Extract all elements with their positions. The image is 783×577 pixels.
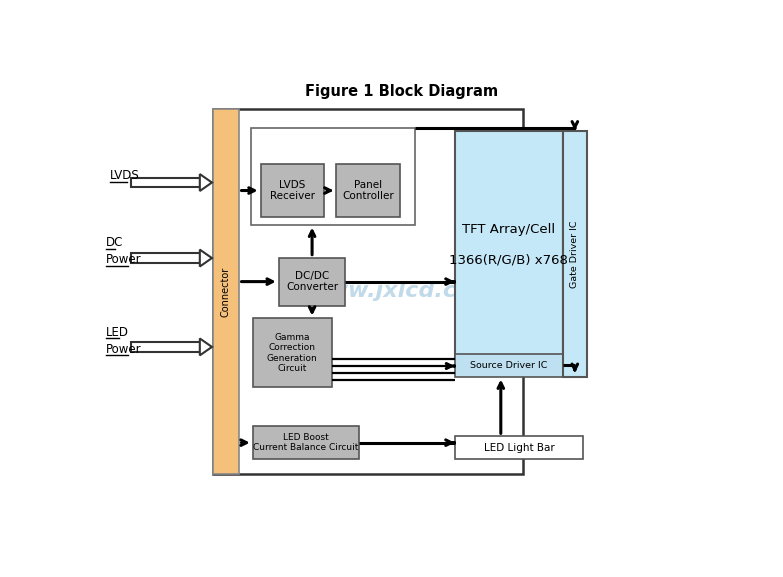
Text: LED: LED [106, 326, 129, 339]
FancyBboxPatch shape [132, 178, 200, 188]
Text: LED Light Bar: LED Light Bar [484, 443, 554, 453]
Text: DC: DC [106, 236, 124, 249]
Text: LVDS: LVDS [110, 170, 139, 182]
FancyBboxPatch shape [132, 253, 200, 263]
Text: LVDS
Receiver: LVDS Receiver [270, 179, 315, 201]
FancyBboxPatch shape [132, 342, 200, 352]
FancyBboxPatch shape [253, 319, 331, 387]
Text: Source Driver IC: Source Driver IC [470, 361, 547, 370]
Text: LED Boost
Current Balance Circuit: LED Boost Current Balance Circuit [253, 433, 359, 452]
FancyBboxPatch shape [455, 132, 563, 358]
FancyBboxPatch shape [279, 257, 345, 306]
Text: Connector: Connector [221, 266, 231, 317]
Text: www.jxlcd.com: www.jxlcd.com [308, 282, 495, 301]
Text: Power: Power [106, 253, 142, 266]
Text: DC/DC
Converter: DC/DC Converter [286, 271, 338, 293]
Text: TFT Array/Cell

1366(R/G/B) x768: TFT Array/Cell 1366(R/G/B) x768 [449, 223, 568, 266]
FancyBboxPatch shape [337, 164, 400, 217]
FancyBboxPatch shape [253, 426, 359, 459]
FancyBboxPatch shape [261, 164, 324, 217]
FancyBboxPatch shape [213, 109, 239, 474]
Polygon shape [200, 339, 212, 355]
FancyBboxPatch shape [455, 436, 583, 459]
Text: Gamma
Correction
Generation
Circuit: Gamma Correction Generation Circuit [267, 333, 317, 373]
FancyBboxPatch shape [563, 132, 587, 377]
Polygon shape [200, 250, 212, 267]
Text: Panel
Controller: Panel Controller [342, 179, 394, 201]
Text: Gate Driver IC: Gate Driver IC [570, 220, 579, 288]
Text: Figure 1 Block Diagram: Figure 1 Block Diagram [305, 84, 498, 99]
Text: Power: Power [106, 343, 142, 355]
Polygon shape [200, 174, 212, 191]
FancyBboxPatch shape [455, 354, 563, 377]
